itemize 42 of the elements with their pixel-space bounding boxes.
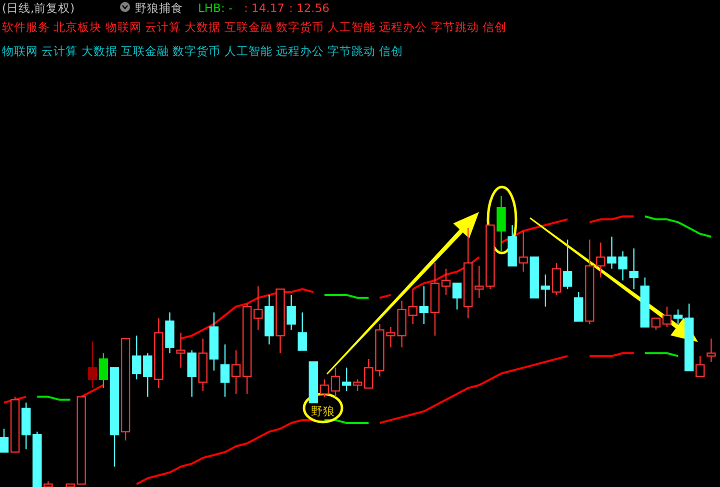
candlestick: [176, 332, 186, 368]
candlestick: [629, 248, 638, 290]
text: LHB: -: [198, 1, 233, 15]
candlestick: [452, 282, 462, 310]
candlestick: [330, 367, 340, 398]
candlestick: [320, 378, 330, 398]
candlestick: [562, 239, 572, 290]
candlestick: [474, 265, 484, 298]
candlestick: [419, 286, 428, 325]
text: 软件服务 北京板块 物联网 云计算 大数据 互联金融 数字货币 人工智能 远程办公 字节跳动 信创: [2, 20, 507, 34]
chart-title: (日线,前复权): [2, 1, 75, 15]
candlestick: [88, 340, 97, 389]
candlestick: [662, 306, 672, 328]
candlestick: [298, 312, 307, 351]
candlestick: [254, 286, 263, 330]
candlestick: [706, 338, 716, 362]
text: : 12.56: [289, 1, 330, 15]
candlestick: [408, 288, 418, 325]
candlestick: [540, 274, 550, 308]
candlestick: [187, 350, 196, 398]
candlestick: [286, 294, 296, 330]
candlestick: [518, 230, 528, 272]
candlestick: [696, 355, 705, 378]
text: 物联网 云计算 大数据 互联金融 数字货币 人工智能 远程办公 字节跳动 信创: [2, 44, 404, 58]
candlestick: [132, 335, 142, 380]
candlestick: [98, 352, 108, 389]
candlestick: [342, 367, 352, 392]
candlestick: [552, 262, 562, 296]
candlestick: [673, 308, 683, 325]
candlestick: [364, 358, 374, 389]
candlestick: [143, 352, 152, 398]
annotation: 野狼: [311, 404, 335, 418]
candlestick: [441, 268, 451, 296]
candlestick: [496, 195, 506, 252]
text: : 14.17: [244, 1, 284, 15]
candlestick: [574, 291, 584, 322]
candlestick: [0, 428, 9, 453]
candlestick: [220, 344, 230, 398]
candlestick: [231, 350, 241, 394]
text: 野狼捕食: [135, 1, 183, 15]
candlestick: [353, 378, 362, 392]
candlestick: [651, 318, 661, 330]
